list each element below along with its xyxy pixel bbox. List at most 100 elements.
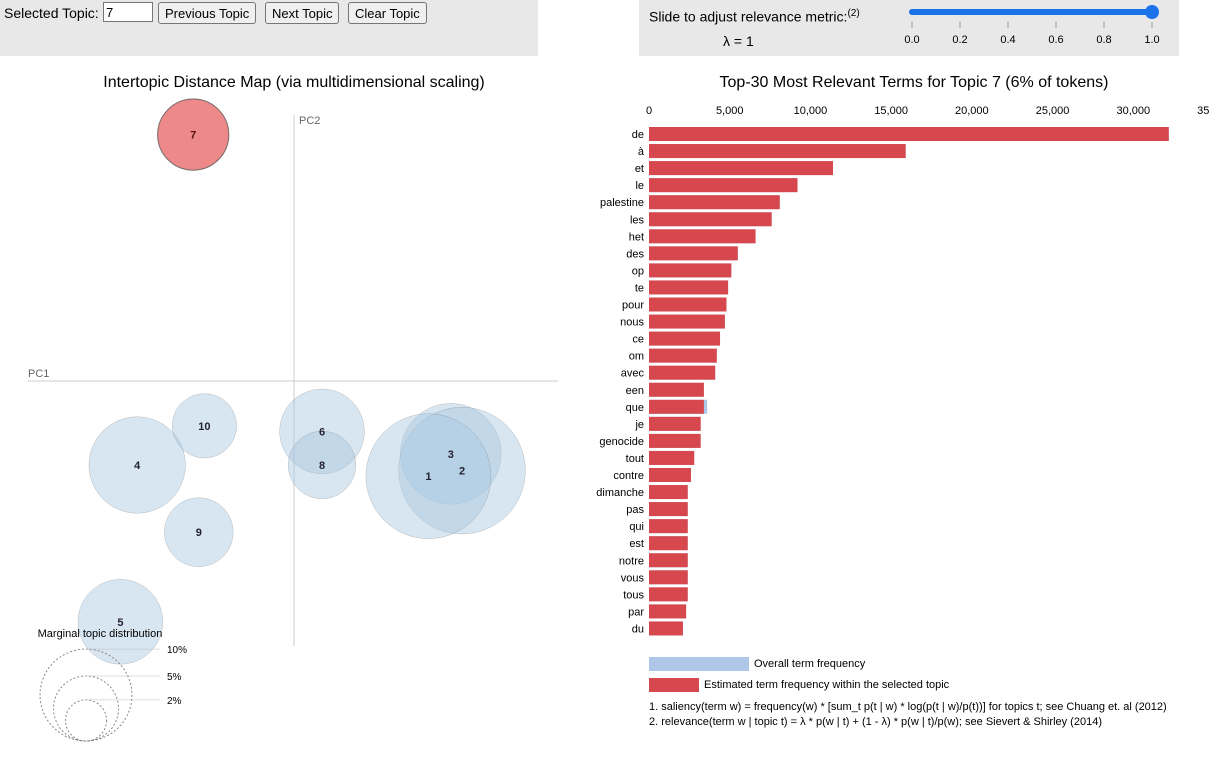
topic-bar <box>649 229 756 244</box>
term-label: je <box>634 419 644 431</box>
selected-topic-input[interactable] <box>103 2 153 22</box>
term-label: pour <box>622 300 644 312</box>
topic-bar <box>649 382 704 397</box>
term-label: par <box>628 606 644 618</box>
topic-bar <box>649 416 701 431</box>
topic-label-9: 9 <box>196 527 202 539</box>
topic-control-bar: Selected Topic: Previous Topic Next Topi… <box>0 0 538 56</box>
slider-label: Slide to adjust relevance metric:(2) <box>649 8 860 25</box>
term-label: les <box>630 214 645 226</box>
topic-circle-5 <box>77 579 164 665</box>
term-label: tout <box>626 453 644 465</box>
pc1-axis-label: PC1 <box>28 368 49 380</box>
topic-bar <box>649 468 691 482</box>
term-label: et <box>635 163 644 175</box>
previous-topic-button[interactable]: Previous Topic <box>158 2 257 24</box>
slider-tick-label: 0.2 <box>952 34 967 46</box>
topic-bar <box>649 144 906 159</box>
footnote-saliency: 1. saliency(term w) = frequency(w) * [su… <box>649 701 1167 713</box>
slider-tick-label: 0.6 <box>1048 34 1063 46</box>
topic-bar <box>649 280 729 295</box>
topic-bar <box>649 297 727 312</box>
topic-label-10: 10 <box>198 421 210 433</box>
topic-bar <box>649 519 688 534</box>
term-label: du <box>632 623 644 635</box>
topic-label-5: 5 <box>117 617 123 629</box>
topic-circle-4 <box>88 416 186 514</box>
topic-bar <box>649 348 717 363</box>
legend-level-label: 2% <box>167 696 182 707</box>
topic-bar <box>649 502 688 517</box>
topic-bar <box>649 485 688 500</box>
term-label: het <box>629 231 644 243</box>
topic-bar <box>649 570 688 585</box>
topic-bar <box>649 450 695 465</box>
legend-swatch-topic <box>649 678 699 692</box>
topic-circle-9 <box>164 497 234 567</box>
legend-level-label: 10% <box>167 645 187 656</box>
topic-bar <box>649 433 701 448</box>
slider-tick-label: 0.8 <box>1096 34 1111 46</box>
topic-bar <box>649 212 772 227</box>
slider-footnote-ref: (2) <box>847 8 860 19</box>
term-label: des <box>626 248 644 260</box>
x-axis-ticks: 0 5,000 10,000 15,000 20,000 25,000 30,000 35,0… <box>646 105 1209 117</box>
topic-bar <box>649 331 721 346</box>
selected-topic-label: Selected Topic: <box>4 5 99 21</box>
term-label: een <box>626 385 644 397</box>
slider-tick-label: 0.4 <box>1000 34 1015 46</box>
legend-topic-label: Estimated term frequency within the sele… <box>704 679 950 691</box>
term-label: de <box>632 129 644 141</box>
topic-bar <box>649 536 688 551</box>
clear-topic-button[interactable]: Clear Topic <box>348 2 427 24</box>
x-tick-label: 30,000 <box>1116 105 1150 117</box>
topic-label-1: 1 <box>425 471 431 483</box>
map-title: Intertopic Distance Map (via multidimens… <box>103 74 485 91</box>
term-labels: de à et le palestine les het des op te pour nous ce o… <box>596 129 645 635</box>
legend-level-label: 5% <box>167 672 182 683</box>
topic-bar <box>649 127 1169 141</box>
bar-chart-title: Top-30 Most Relevant Terms for Topic 7 (… <box>720 74 1109 91</box>
x-tick-label: 15,000 <box>874 105 908 117</box>
topic-bar <box>649 553 688 568</box>
term-label: te <box>635 282 644 294</box>
topic-bar <box>649 314 725 329</box>
term-label: om <box>629 351 644 363</box>
footnote-relevance: 2. relevance(term w | topic t) = λ * p(w… <box>649 716 1102 728</box>
x-tick-label: 20,000 <box>955 105 989 117</box>
topic-bar <box>649 161 834 176</box>
legend-swatch-overall <box>649 657 749 671</box>
legend-circle-2 <box>64 699 108 742</box>
topic-circle-7 <box>157 98 230 171</box>
x-tick-label: 25,000 <box>1036 105 1070 117</box>
term-label: genocide <box>599 436 644 448</box>
legend-circle-10 <box>39 648 133 742</box>
topic-circle-1 <box>365 413 492 539</box>
term-label: que <box>626 402 644 414</box>
pc2-axis-label: PC2 <box>299 115 320 127</box>
term-label: à <box>638 146 645 158</box>
intertopic-distance-map: Intertopic Distance Map (via multidimens… <box>28 74 558 742</box>
legend-circle-5 <box>53 675 119 742</box>
topic-bar <box>649 604 687 619</box>
topic-bar <box>649 587 688 602</box>
relevance-slider[interactable]: 0.0 0.2 0.4 0.6 0.8 1.0 <box>639 0 1179 56</box>
legend-overall-label: Overall term frequency <box>754 658 866 670</box>
term-label: nous <box>620 317 644 329</box>
topic-label-4: 4 <box>134 460 141 472</box>
marginal-legend-title: Marginal topic distribution <box>38 628 163 640</box>
slider-handle[interactable] <box>1145 5 1159 19</box>
topic-label-8: 8 <box>319 460 325 472</box>
next-topic-button[interactable]: Next Topic <box>265 2 340 24</box>
term-label: avec <box>621 368 645 380</box>
term-label: contre <box>613 470 644 482</box>
marginal-legend: 2% 5% 10% <box>39 645 187 742</box>
topic-bar <box>649 263 732 278</box>
topic-label-6: 6 <box>319 426 325 438</box>
relevance-slider-bar: Slide to adjust relevance metric:(2) λ =… <box>639 0 1179 56</box>
topic-bar <box>649 178 798 193</box>
top-terms-bar-chart: Top-30 Most Relevant Terms for Topic 7 (… <box>596 74 1209 728</box>
topic-labels: 7 10 4 6 8 9 32 1 5 <box>117 130 465 629</box>
term-label: le <box>635 180 644 192</box>
topic-circle-10 <box>171 393 237 459</box>
